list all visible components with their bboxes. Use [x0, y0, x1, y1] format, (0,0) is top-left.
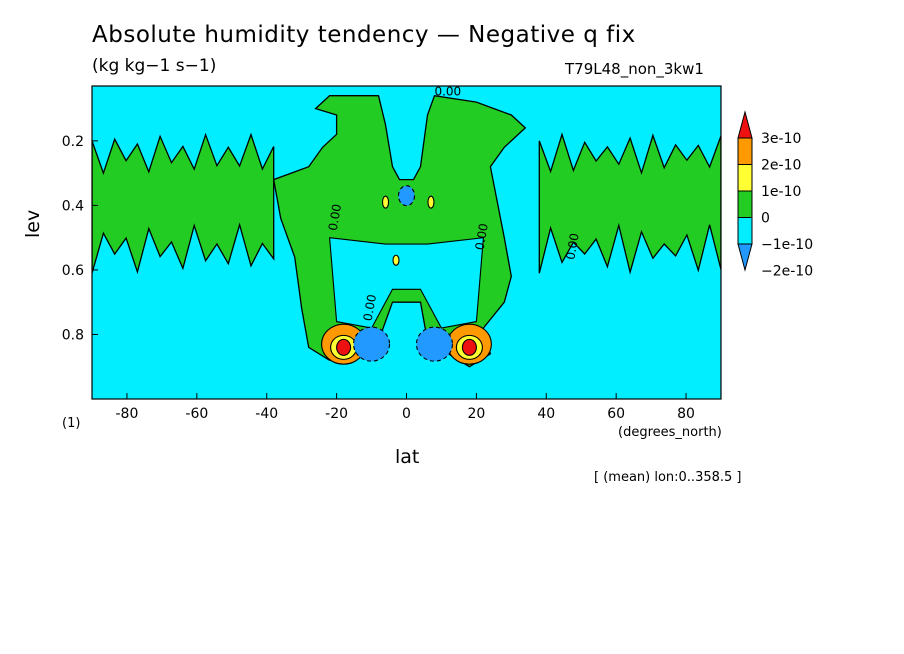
contour-fields: 0.00 0.00 0.00 0.00 0.00	[92, 85, 721, 368]
x-tick-label: 0	[402, 406, 411, 422]
colorbar-swatch	[737, 217, 753, 245]
colorbar-label: −2e-10	[761, 264, 813, 280]
x-axis-label: lat	[395, 446, 420, 468]
x-tick-label: -40	[255, 406, 278, 422]
small-max-2	[427, 195, 435, 209]
colorbar-bottom-arrow	[737, 243, 753, 272]
upper-min	[397, 185, 416, 207]
mean-label: [ (mean) lon:0..358.5 ]	[594, 470, 742, 485]
y-tick-label: 0.6	[62, 263, 84, 279]
colorbar-top-arrow	[737, 110, 753, 139]
chart-title: Absolute humidity tendency — Negative q …	[92, 22, 636, 48]
central-notch	[328, 237, 485, 329]
x-tick-label: -80	[116, 406, 139, 422]
y-tick-label: 0.2	[62, 134, 84, 150]
contour-label: 0.00	[473, 222, 491, 251]
small-max-3	[392, 254, 400, 266]
x-tick-label: 40	[537, 406, 555, 422]
contour-label: 0.00	[434, 85, 461, 99]
run-label: T79L48_non_3kw1	[565, 60, 704, 78]
y-tick-label: 0.4	[62, 198, 84, 214]
northern-max-core	[461, 338, 477, 356]
chart-units: (kg kg−1 s−1)	[92, 56, 217, 76]
contour-label: 0.00	[563, 232, 581, 261]
colorbar-swatch	[737, 164, 753, 192]
y-axis: 0.2 0.4 0.6 0.8	[62, 134, 98, 343]
northern-min	[415, 326, 454, 362]
contour-label: 0.00	[326, 203, 344, 232]
colorbar-label: 0	[761, 211, 770, 227]
colorbar-swatch	[737, 190, 753, 218]
x-tick-label: 80	[677, 406, 695, 422]
colorbar-label: 1e-10	[761, 184, 801, 200]
band-north	[538, 132, 721, 275]
x-tick-label: 60	[607, 406, 625, 422]
panel-label: (1)	[62, 416, 81, 431]
southern-min	[353, 326, 391, 362]
colorbar-label: −1e-10	[761, 237, 813, 253]
contour-label: 0.00	[361, 293, 379, 322]
band-south	[92, 132, 275, 275]
colorbar-label: 2e-10	[761, 158, 801, 174]
southern-max-core	[336, 338, 352, 356]
x-axis: -80 -60 -40 -20 0 20 40 60 80	[116, 393, 695, 422]
y-tick-label: 0.8	[62, 327, 84, 343]
colorbar: 3e-10 2e-10 1e-10 0 −1e-10 −2e-10	[737, 110, 813, 280]
x-axis-units: (degrees_north)	[618, 425, 722, 440]
x-tick-label: -20	[325, 406, 348, 422]
x-tick-label: -60	[185, 406, 208, 422]
small-max-1	[381, 195, 390, 209]
colorbar-swatch	[737, 137, 753, 165]
x-tick-label: 20	[467, 406, 485, 422]
colorbar-label: 3e-10	[761, 131, 801, 147]
